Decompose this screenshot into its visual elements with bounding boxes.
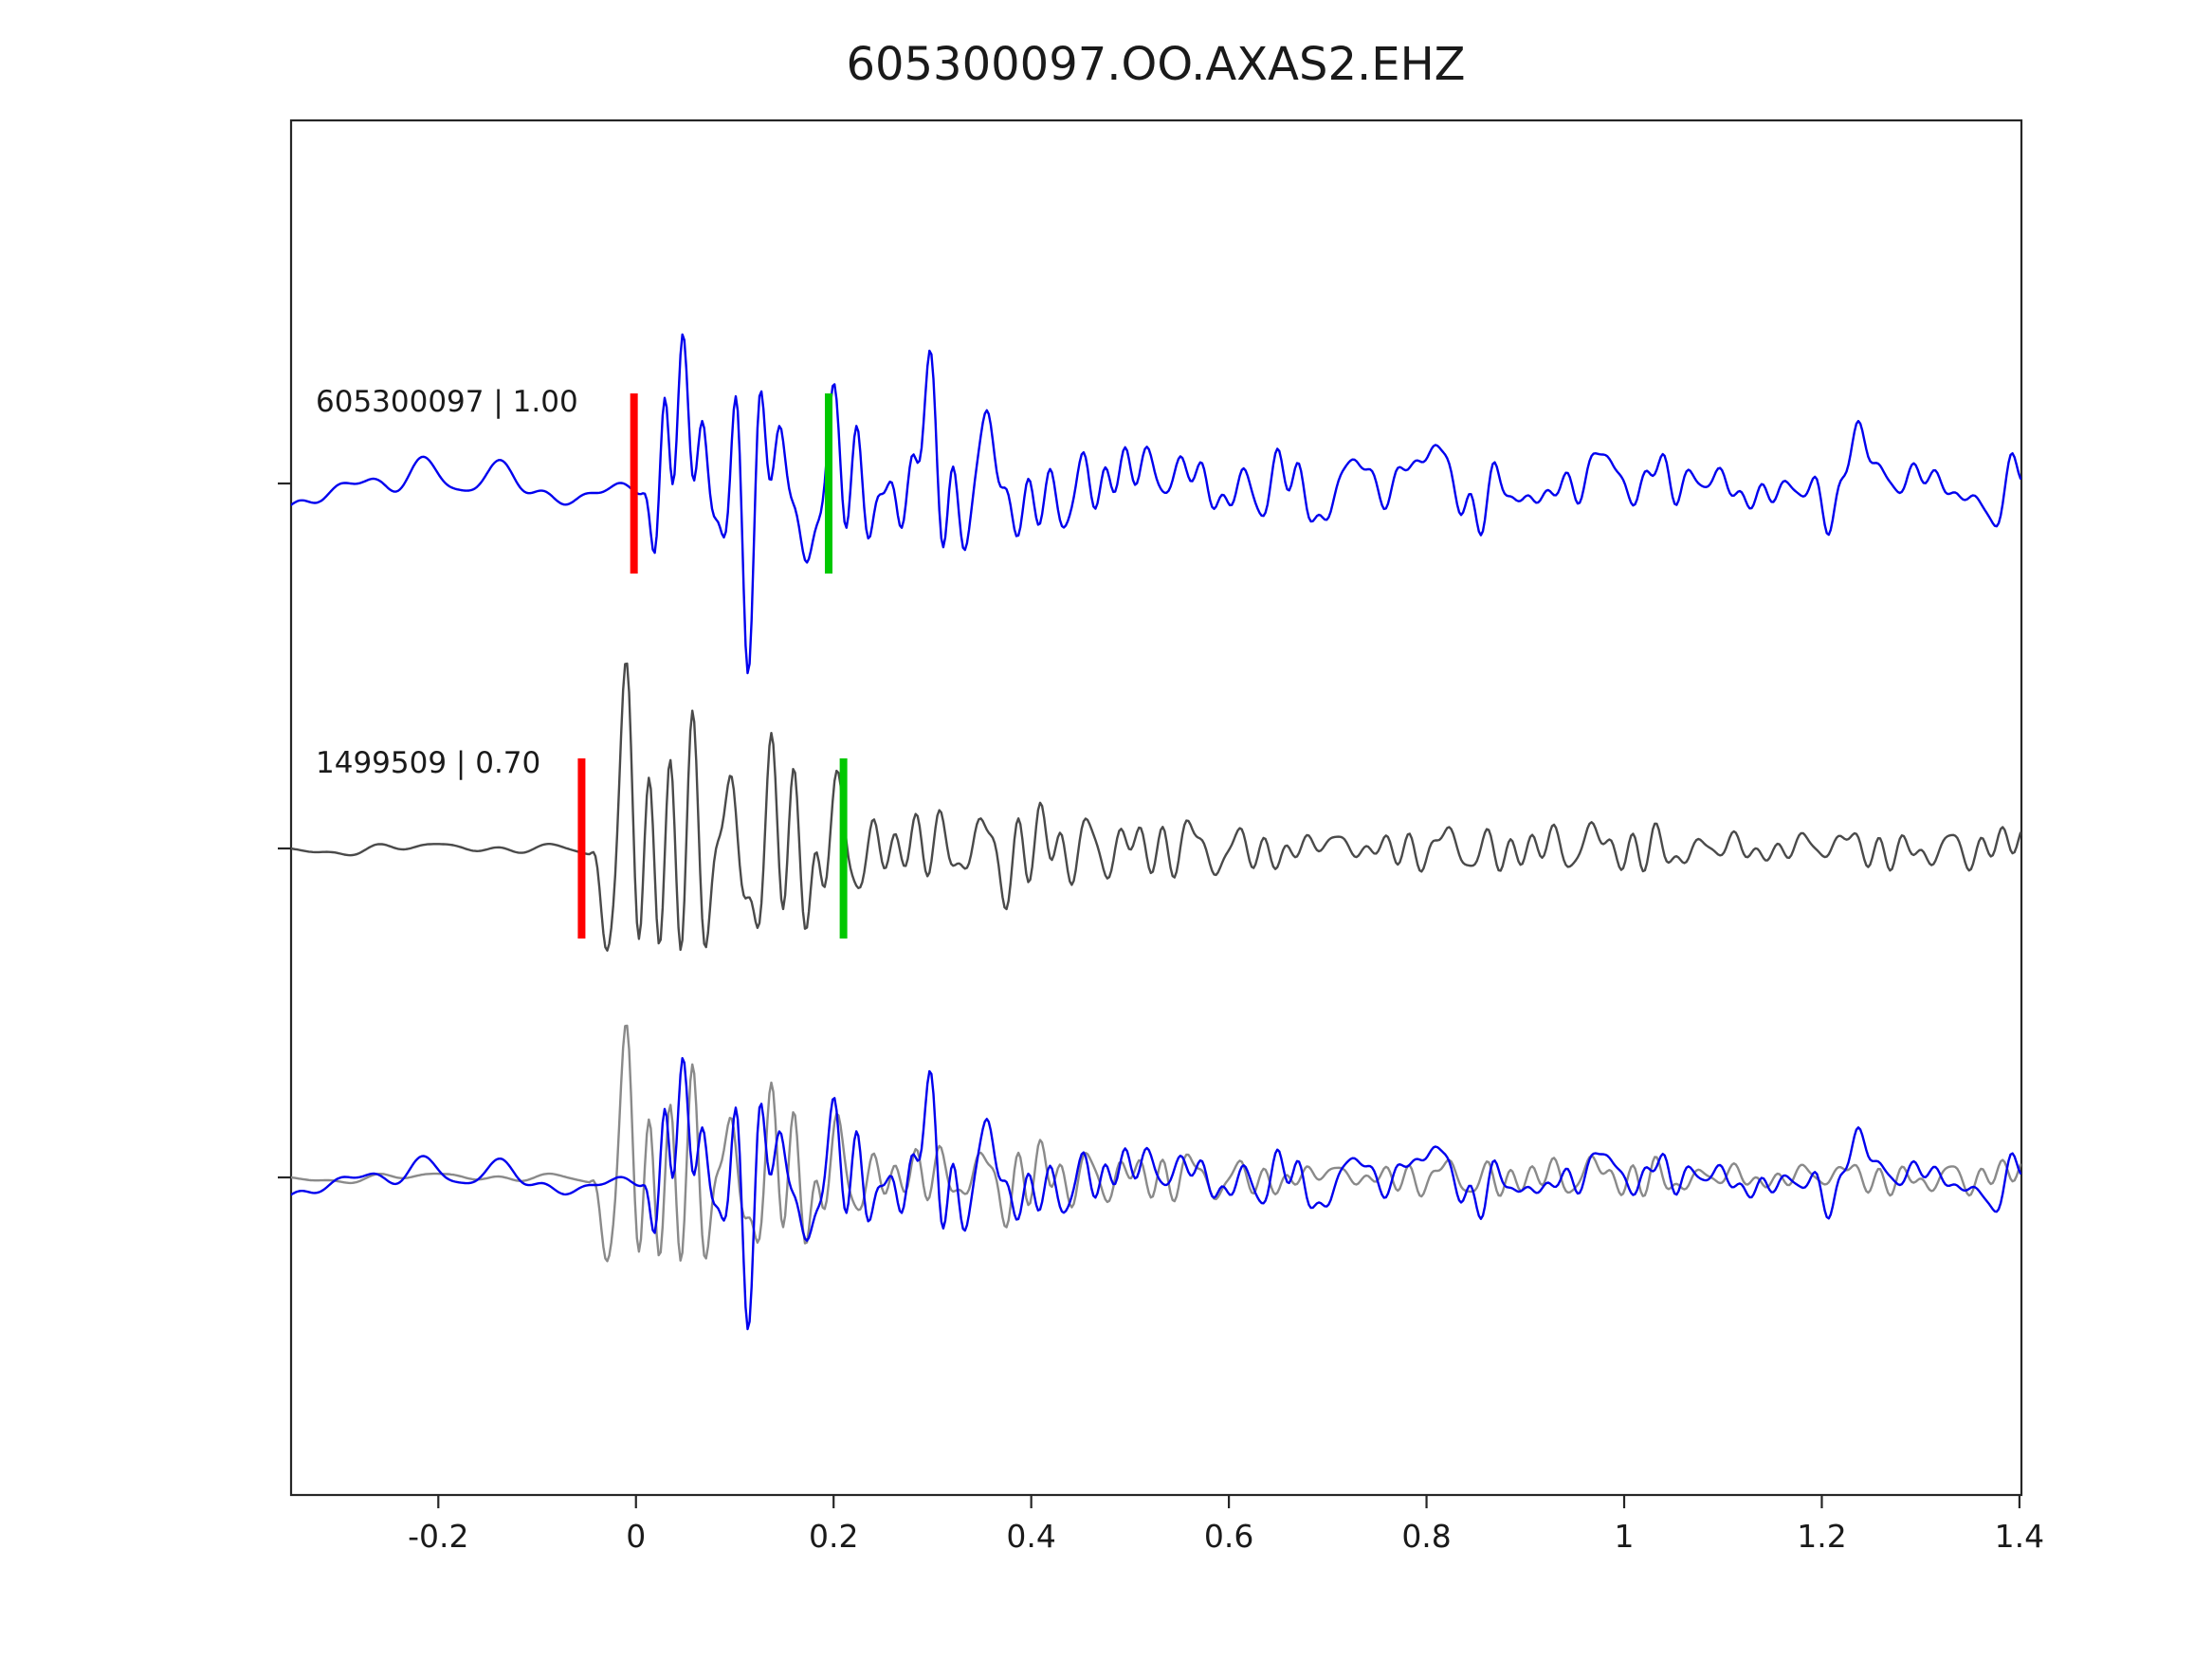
figure-title: 605300097.OO.AXAS2.EHZ: [846, 38, 1465, 91]
trace-label-layer: 605300097 | 1.00 1499509 | 0.70: [316, 385, 578, 780]
x-tick-label: 1.2: [1797, 1518, 1846, 1555]
x-tick-label: -0.2: [408, 1518, 468, 1555]
x-tick-label: 0.6: [1204, 1518, 1253, 1555]
x-tick-label: 1.4: [1995, 1518, 2044, 1555]
x-tick-label: 0: [626, 1518, 646, 1555]
axis-frame: -0.2 0 0.2 0.4 0.6 0.8 1 1.2 1.4: [278, 118, 2044, 1555]
x-tick-label: 1: [1615, 1518, 1635, 1555]
trace-polyline-1499509-overlay: [291, 1024, 2021, 1263]
trace-label-605300097: 605300097 | 1.00: [316, 385, 578, 419]
trace-polyline-1499509: [291, 662, 2021, 952]
trace-label-1499509: 1499509 | 0.70: [316, 746, 540, 780]
pick-marker-layer: [577, 393, 848, 939]
trace-polyline-605300097: [291, 1056, 2021, 1331]
trace-polyline-605300097: [291, 333, 2021, 675]
trace-layer: [291, 333, 2021, 1331]
x-tick-label: 0.2: [809, 1518, 858, 1555]
x-tick-label: 0.4: [1006, 1518, 1055, 1555]
x-tick-label: 0.8: [1401, 1518, 1451, 1555]
plot-frame: [289, 118, 2023, 1497]
